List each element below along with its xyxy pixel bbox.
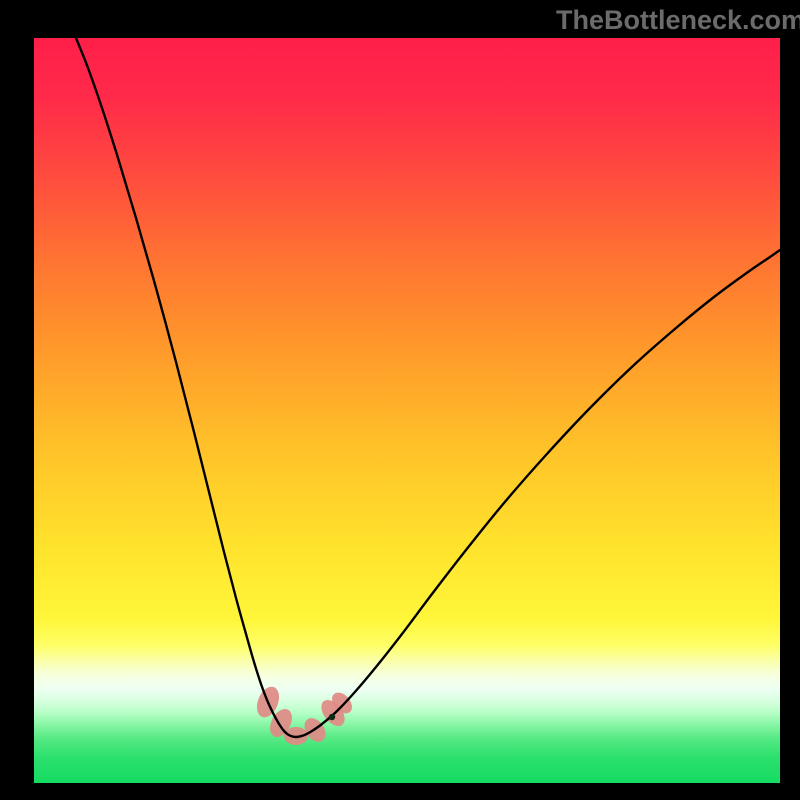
curve-minimum-dot [329, 714, 335, 720]
bottleneck-chart [0, 0, 800, 800]
plot-background [34, 38, 780, 783]
watermark-text: TheBottleneck.com [556, 5, 800, 36]
